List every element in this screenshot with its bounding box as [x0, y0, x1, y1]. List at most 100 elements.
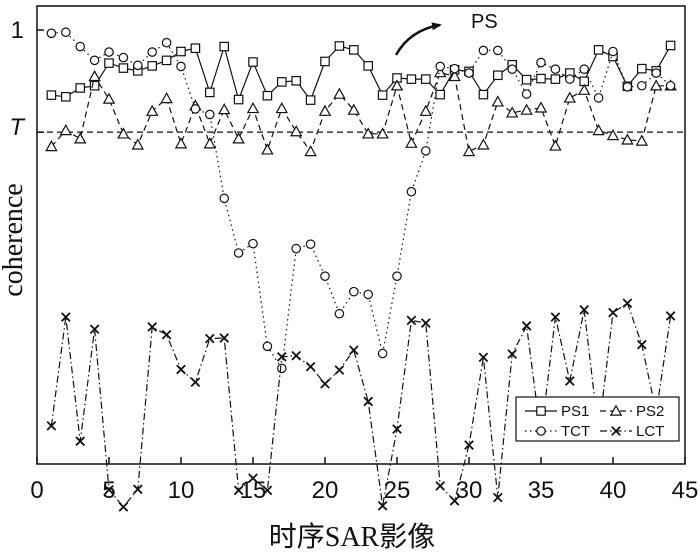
tct-point: [320, 271, 330, 281]
tct-point: [133, 60, 143, 71]
ps1-point: [291, 75, 301, 86]
lct-point: [46, 420, 57, 431]
legend-label-tct: TCT: [561, 423, 590, 440]
lct-point: [248, 473, 258, 484]
ps2-point: [275, 101, 289, 114]
ps2-point: [635, 134, 649, 146]
ps2-point: [261, 143, 274, 155]
ps2-point: [491, 95, 505, 107]
ps1-point: [89, 80, 100, 91]
ps2-point: [376, 127, 389, 139]
series-line-ps1: [51, 44, 672, 102]
ps2-point: [73, 132, 87, 144]
lct-point: [564, 376, 575, 386]
ps2-point: [88, 69, 101, 82]
ps2-point: [289, 125, 303, 137]
ps1-point: [161, 55, 172, 66]
ps-annotation-label: PS: [471, 11, 498, 33]
ps2-point: [433, 66, 447, 78]
ps2-point: [217, 103, 231, 115]
lct-point: [435, 481, 446, 491]
x-tick-label: 15: [240, 477, 267, 504]
tct-point: [219, 193, 229, 204]
tct-point: [104, 47, 114, 57]
tct-point: [550, 64, 561, 74]
ps1-point: [75, 83, 85, 93]
tct-point: [435, 61, 445, 72]
x-tick-label: 35: [528, 477, 555, 504]
ps2-point: [419, 104, 433, 116]
ps2-point: [520, 103, 533, 115]
lct-point: [348, 345, 359, 355]
lct-point: [176, 364, 186, 375]
ps2-point: [131, 138, 145, 150]
lct-point: [622, 298, 633, 309]
ps1-point: [46, 90, 57, 100]
y-tick-label-threshold: T: [9, 114, 26, 141]
ps2-point: [549, 139, 562, 151]
lct-point: [665, 311, 676, 321]
ps1-point: [305, 95, 316, 105]
tct-point: [449, 63, 460, 74]
lct-point: [147, 322, 158, 332]
plot-frame: [36, 5, 686, 465]
tct-point: [651, 68, 661, 78]
tct-point: [46, 28, 57, 39]
ps1-point: [190, 43, 201, 54]
tct-point: [233, 248, 244, 258]
tct-point: [262, 341, 273, 352]
ps2-point: [304, 145, 317, 157]
ps1-point: [636, 63, 647, 74]
ps1-point: [593, 45, 604, 55]
ps1-point: [60, 91, 71, 102]
tct-point: [564, 74, 575, 84]
tct-point: [608, 46, 618, 57]
ps2-point: [390, 79, 404, 91]
ps2-point: [59, 124, 73, 136]
lct-point: [291, 350, 302, 361]
ps1-point: [377, 90, 388, 100]
ps2-point: [592, 124, 605, 136]
tct-point: [420, 146, 431, 156]
ps1-point: [248, 57, 258, 67]
tct-point: [334, 308, 345, 319]
lct-point: [60, 312, 71, 322]
tct-point: [507, 64, 517, 74]
lct-point: [478, 352, 489, 363]
ps2-point: [333, 87, 346, 99]
ps2-point: [361, 127, 375, 139]
lct-point: [204, 333, 215, 344]
lct-point: [305, 361, 316, 372]
lct-point: [118, 502, 129, 512]
ps1-point: [104, 58, 114, 68]
legend-label-ps1: PS1: [561, 403, 589, 420]
series-line-tct: [51, 31, 671, 371]
x-tick-label: 5: [102, 477, 115, 504]
ps1-point: [277, 77, 287, 87]
lct-point: [492, 492, 503, 503]
ps1-point: [665, 40, 676, 51]
ps1-point: [435, 89, 445, 100]
ps1-point: [521, 74, 532, 85]
lct-point: [161, 329, 172, 340]
ps1-point: [147, 61, 157, 71]
ps2-point: [505, 106, 519, 118]
ps2-point: [462, 145, 476, 157]
tct-point: [276, 363, 287, 374]
lct-point: [449, 496, 460, 506]
legend-label-lct: LCT: [636, 423, 664, 440]
ps2-point: [621, 133, 634, 145]
tct-point: [492, 45, 503, 56]
tct-point: [665, 80, 676, 91]
lct-point: [420, 318, 431, 328]
tct-point: [377, 348, 388, 359]
ps2-point: [477, 138, 490, 150]
ps2-point: [174, 137, 188, 149]
ps2-point: [577, 83, 591, 95]
ps1-point: [478, 89, 489, 100]
ps2-point: [405, 136, 418, 148]
ps-annotation-arrow: [394, 22, 442, 56]
lct-point: [377, 500, 388, 511]
lct-point: [104, 484, 114, 495]
